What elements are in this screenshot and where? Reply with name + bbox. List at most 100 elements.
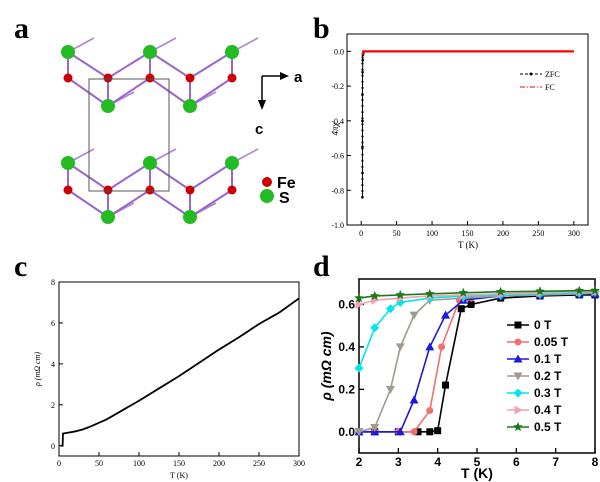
b-ytick-label: -0.4 — [331, 117, 344, 126]
s-atom — [101, 99, 115, 113]
axis-c-label: c — [255, 121, 263, 138]
chart-b-frame — [346, 33, 589, 226]
b-point — [361, 123, 364, 126]
b-ytick-label: -0.2 — [331, 82, 344, 91]
chart-b: 0 50 100 150 200 250 300 -1.0 -0.8 -0.6 -0.4 -0.2 0.… — [330, 33, 589, 250]
b-point — [361, 153, 364, 156]
s-atom — [101, 210, 115, 224]
b-point — [361, 92, 364, 96]
d-point — [370, 424, 380, 433]
chart-b-legend: ZFC FC — [520, 70, 560, 92]
d-point — [395, 427, 405, 436]
b-xtick-label: 100 — [426, 229, 438, 238]
d-point — [458, 287, 468, 297]
s-atom — [225, 156, 239, 170]
d-legend-label: 0.4 T — [534, 403, 562, 417]
d-point — [355, 299, 364, 309]
b-point — [361, 196, 364, 199]
chart-d-xlabel: T (K) — [461, 465, 493, 481]
d-legend-marker — [514, 338, 522, 346]
d-point — [354, 293, 364, 303]
d-point — [395, 289, 406, 299]
d-point — [354, 363, 364, 373]
chart-c: 0 50 100 150 200 250 300 0 2 4 6 8 ρ (mΩ cm) T (K) — [33, 278, 305, 480]
s-legend-marker — [260, 189, 274, 203]
b-ytick-label: -0.8 — [331, 186, 344, 195]
c-ytick-label: 8 — [51, 278, 55, 287]
b-point — [361, 56, 364, 59]
d-point — [426, 428, 434, 436]
fe-atom — [145, 185, 155, 195]
b-point — [361, 177, 364, 181]
s-atom — [183, 210, 197, 224]
d-legend-marker — [514, 405, 523, 415]
b-point — [361, 141, 364, 144]
crystal-structure — [61, 37, 259, 224]
c-xtick-label: 150 — [173, 459, 185, 468]
chart-b-ylabel: 4πχ — [330, 121, 340, 135]
d-point — [409, 311, 419, 320]
c-ytick-label: 6 — [51, 319, 55, 328]
b-ytick-label: -0.6 — [331, 152, 344, 161]
d-point — [425, 342, 435, 351]
c-xtick-label: 0 — [57, 459, 61, 468]
d-point — [414, 428, 422, 436]
d-ytick-label: 0.4 — [338, 340, 355, 354]
b-series-zfc — [361, 50, 574, 198]
s-atom — [61, 156, 75, 170]
d-ytick-label: 0.6 — [338, 297, 355, 311]
b-point — [361, 190, 364, 193]
b-point — [361, 129, 364, 132]
b-xtick-label: 250 — [532, 229, 544, 238]
c-xtick-label: 50 — [95, 459, 103, 468]
axis-a-label: a — [294, 69, 303, 86]
b-point — [361, 135, 364, 138]
fe-atom — [185, 185, 195, 195]
fe-atom — [103, 73, 113, 83]
d-xtick-label: 7 — [552, 455, 559, 469]
b-point — [361, 68, 364, 71]
c-ytick-label: 0 — [51, 442, 55, 451]
d-legend-marker — [513, 388, 523, 398]
s-atom — [225, 45, 239, 59]
d-point — [442, 381, 450, 389]
b-point — [361, 147, 364, 150]
chart-d: 2 3 4 5 6 7 80.00.20.40.6 ρ (mΩ cm) T (K) 0 T0… — [318, 278, 600, 481]
c-xtick-label: 200 — [213, 459, 225, 468]
panel-label-b: b — [313, 12, 330, 45]
d-legend-label: 0 T — [534, 318, 552, 332]
legend-zfc: ZFC — [545, 70, 560, 79]
fe-atom — [63, 73, 73, 83]
d-point — [438, 343, 446, 351]
d-point — [410, 428, 418, 436]
d-point — [441, 310, 451, 319]
fe-atom — [103, 185, 113, 195]
c-series — [60, 297, 300, 447]
d-legend-marker — [513, 372, 523, 381]
b-point — [361, 70, 364, 74]
d-legend-label: 0.1 T — [534, 352, 562, 366]
d-point — [385, 385, 395, 394]
s-legend-label: S — [279, 190, 290, 207]
d-point — [434, 427, 442, 435]
chart-b-xlabel: T (K) — [458, 240, 478, 250]
d-point — [369, 290, 380, 301]
s-atom — [143, 45, 157, 59]
b-xtick-label: 50 — [393, 229, 401, 238]
b-point — [361, 145, 364, 149]
d-ytick-label: 0.0 — [338, 425, 355, 439]
d-legend-marker — [513, 422, 523, 432]
d-legend-label: 0.2 T — [534, 369, 562, 383]
b-point — [361, 104, 364, 108]
d-point — [354, 428, 364, 437]
legend-fc: FC — [545, 83, 555, 92]
d-legend-label: 0.3 T — [534, 386, 562, 400]
d-legend-label: 0.05 T — [534, 335, 569, 349]
d-xtick-label: 2 — [356, 455, 363, 469]
d-point — [425, 288, 435, 298]
d-ytick-label: 0.2 — [338, 382, 355, 396]
b-point — [361, 165, 364, 168]
c-ytick-label: 2 — [51, 401, 55, 410]
d-series-line — [358, 290, 596, 369]
